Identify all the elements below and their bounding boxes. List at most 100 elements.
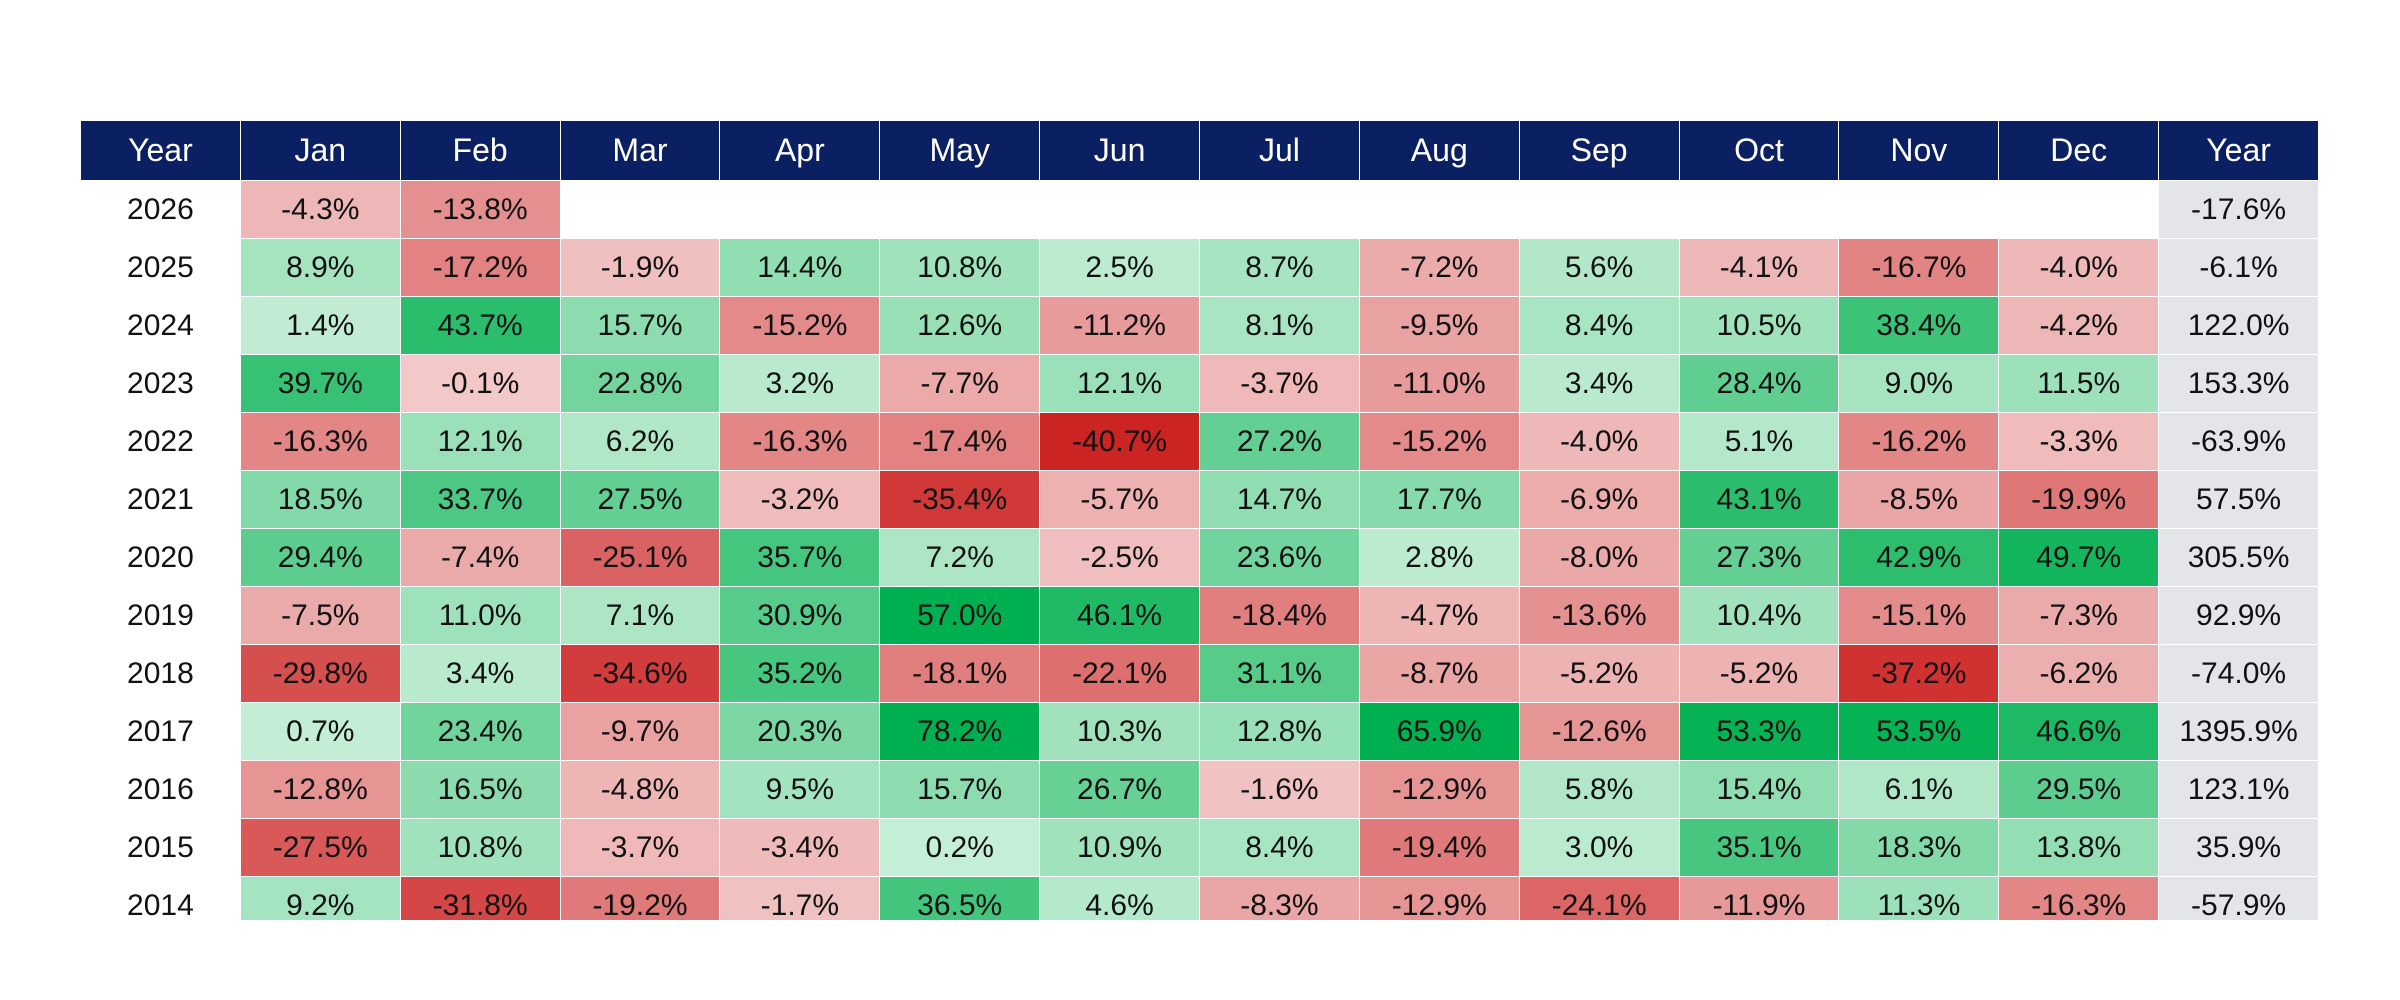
month-return: 57.0% [880,587,1041,645]
month-return: -16.7% [1839,239,2000,297]
month-return: -1.7% [720,877,881,920]
month-return: -11.0% [1359,355,1520,413]
month-return: 15.7% [560,297,721,355]
year-label: 2021 [81,471,241,529]
month-return: 10.8% [880,239,1041,297]
month-return: 46.6% [1999,703,2160,761]
month-return: 78.2% [880,703,1041,761]
month-return: 27.5% [560,471,721,529]
header-cell: Jan [240,121,401,181]
month-return: -37.2% [1839,645,2000,703]
month-return: 38.4% [1839,297,2000,355]
year-label: 2022 [81,413,241,471]
month-return: 8.7% [1200,239,1360,297]
month-return: -3.2% [720,471,881,529]
month-return: 3.4% [400,645,561,703]
month-return: -12.6% [1519,703,1680,761]
month-return: -7.5% [240,587,401,645]
month-return: -29.8% [240,645,401,703]
month-return: -4.1% [1679,239,1840,297]
year-label: 2023 [81,355,241,413]
month-return: 33.7% [400,471,561,529]
month-return: 18.5% [240,471,401,529]
month-return: -16.3% [240,413,401,471]
month-return: -7.3% [1999,587,2160,645]
month-return: -15.1% [1839,587,2000,645]
month-return: -4.8% [560,761,721,819]
month-return: 2.8% [1359,529,1520,587]
month-return: 5.6% [1519,239,1680,297]
month-return: 6.1% [1839,761,2000,819]
month-return: 0.7% [240,703,401,761]
empty-cell [1999,181,2160,239]
year-total: 123.1% [2159,761,2319,819]
month-return: 12.1% [1040,355,1200,413]
month-return: -12.9% [1359,877,1520,920]
month-return: 12.1% [400,413,561,471]
month-return: -13.6% [1519,587,1680,645]
header-cell: Mar [560,121,721,181]
header-cell: Jun [1040,121,1200,181]
month-return: 3.4% [1519,355,1680,413]
month-return: 23.6% [1200,529,1360,587]
month-return: 12.6% [880,297,1041,355]
month-return: -4.0% [1519,413,1680,471]
month-return: -3.3% [1999,413,2160,471]
month-return: 27.3% [1679,529,1840,587]
month-return: 15.4% [1679,761,1840,819]
month-return: 12.8% [1200,703,1360,761]
month-return: 10.3% [1040,703,1200,761]
month-return: -16.2% [1839,413,2000,471]
month-return: -4.0% [1999,239,2160,297]
month-return: -5.2% [1519,645,1680,703]
month-return: 46.1% [1040,587,1200,645]
month-return: -12.8% [240,761,401,819]
month-return: 35.1% [1679,819,1840,877]
month-return: 65.9% [1359,703,1520,761]
header-cell: Apr [720,121,881,181]
year-label: 2024 [81,297,241,355]
year-label: 2019 [81,587,241,645]
header-cell: Year [81,121,241,181]
month-return: 53.5% [1839,703,2000,761]
month-return: 49.7% [1999,529,2160,587]
month-return: -25.1% [560,529,721,587]
header-cell: Feb [400,121,561,181]
month-return: 29.4% [240,529,401,587]
month-return: -16.3% [1999,877,2160,920]
month-return: -2.5% [1040,529,1200,587]
month-return: 8.4% [1200,819,1360,877]
year-label: 2014 [81,877,241,920]
month-return: -7.2% [1359,239,1520,297]
header-cell: Aug [1359,121,1520,181]
month-return: -7.4% [400,529,561,587]
month-return: -4.2% [1999,297,2160,355]
month-return: -17.2% [400,239,561,297]
month-return: 10.8% [400,819,561,877]
month-return: 10.5% [1679,297,1840,355]
year-label: 2017 [81,703,241,761]
year-label: 2025 [81,239,241,297]
month-return: 7.2% [880,529,1041,587]
month-return: -6.9% [1519,471,1680,529]
month-return: 43.1% [1679,471,1840,529]
month-return: -11.9% [1679,877,1840,920]
month-return: -11.2% [1040,297,1200,355]
empty-cell [560,181,721,239]
month-return: 5.8% [1519,761,1680,819]
returns-table: Year Jan Feb Mar Apr May Jun Jul Aug Sep Oct Nov Dec… [81,121,2319,920]
header-cell: May [880,121,1041,181]
month-return: 0.2% [880,819,1041,877]
month-return: 9.5% [720,761,881,819]
month-return: 15.7% [880,761,1041,819]
year-total: 1395.9% [2159,703,2319,761]
year-total: -57.9% [2159,877,2319,920]
month-return: 1.4% [240,297,401,355]
month-return: 17.7% [1359,471,1520,529]
month-return: 29.5% [1999,761,2160,819]
month-return: -34.6% [560,645,721,703]
empty-cell [1679,181,1840,239]
year-total: -63.9% [2159,413,2319,471]
month-return: 14.4% [720,239,881,297]
